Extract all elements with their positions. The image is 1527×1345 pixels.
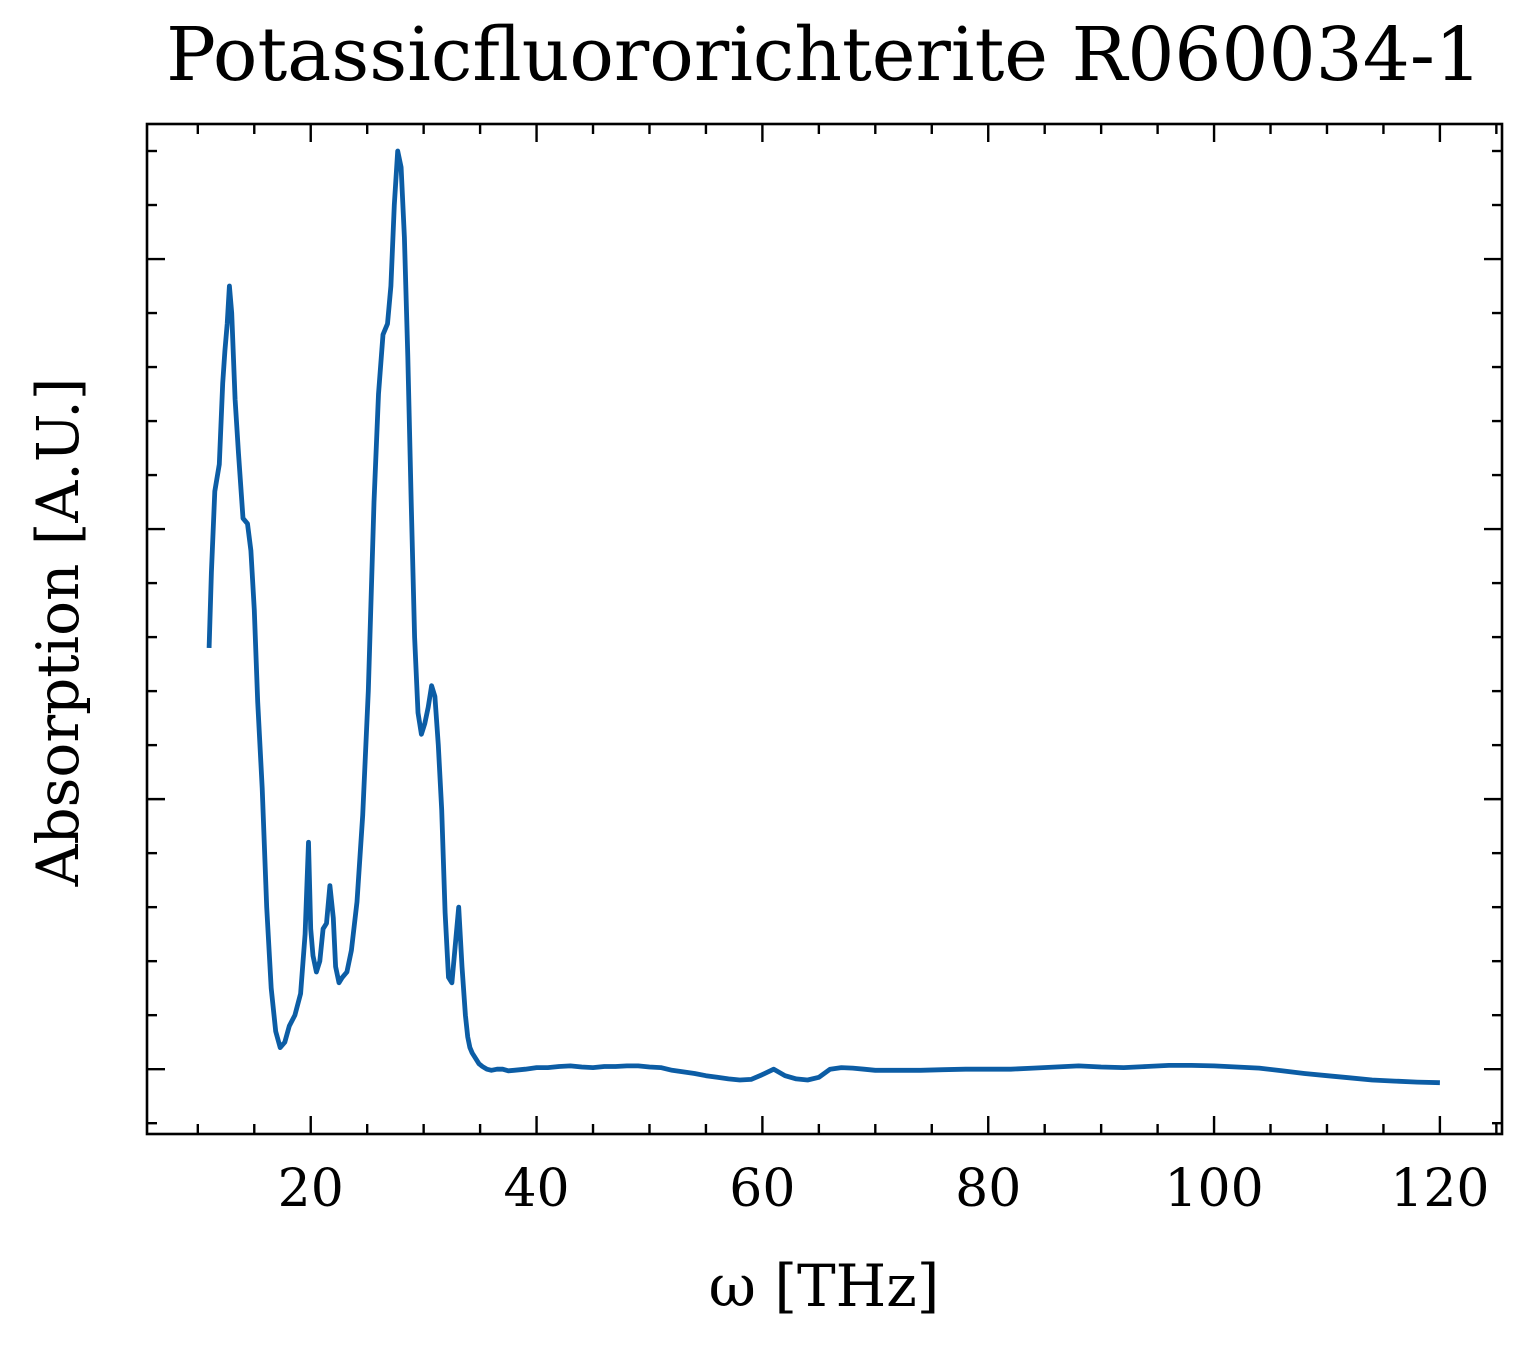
x-tick-label: 60 — [729, 1159, 795, 1219]
x-axis-label: ω [THz] — [709, 1252, 940, 1320]
plot-frame — [145, 122, 1504, 1136]
chart-title: Potassicfluororichterite R060034-1 — [166, 12, 1482, 98]
x-tick-label: 120 — [1390, 1159, 1489, 1219]
axis-ticks — [147, 124, 1502, 1134]
x-tick-label: 100 — [1164, 1159, 1263, 1219]
x-tick-labels: 20 40 60 80 100 120 — [278, 1159, 1490, 1219]
x-tick-label: 40 — [503, 1159, 569, 1219]
x-tick-label: 20 — [278, 1159, 344, 1219]
y-axis-label: Absorption [A.U.] — [24, 378, 92, 888]
series-line-absorption — [206, 148, 1440, 1086]
x-tick-label: 80 — [955, 1159, 1021, 1219]
